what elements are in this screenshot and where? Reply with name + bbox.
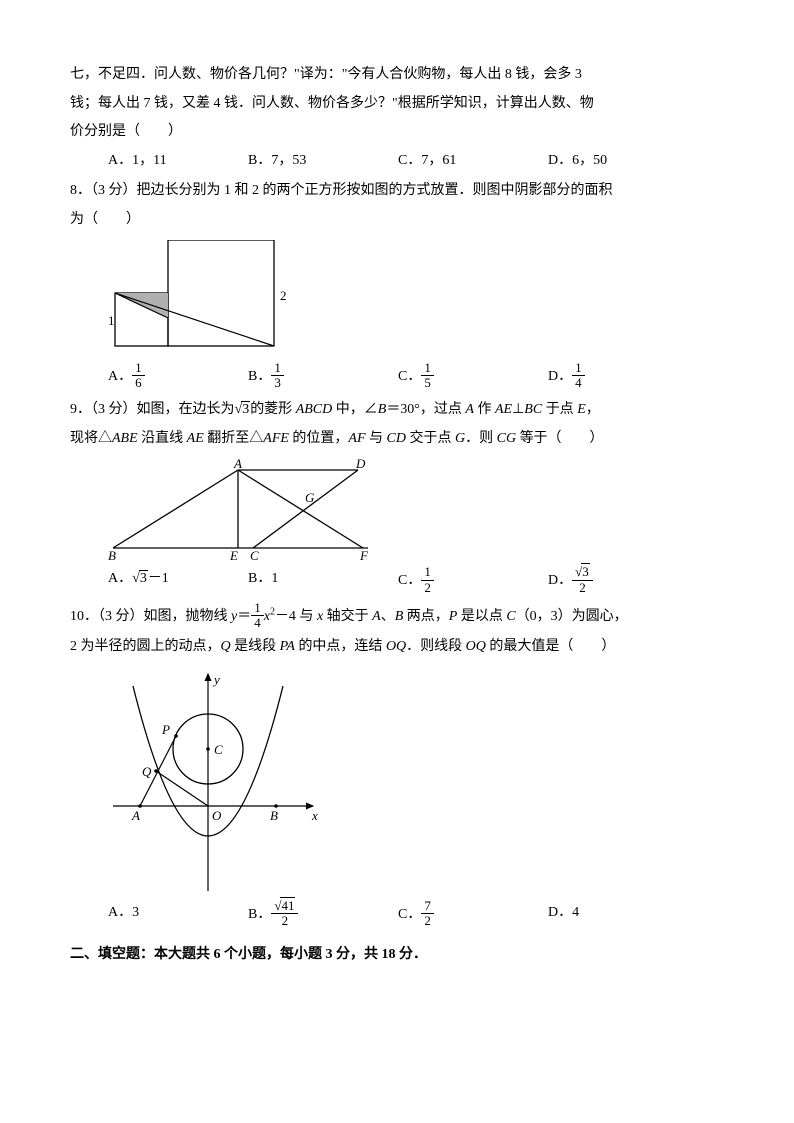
q10-opt-c: C．72 — [398, 900, 548, 930]
q8-line2: 为（ ） — [70, 207, 724, 234]
q10-figure: y x O A B C P Q — [108, 666, 724, 896]
q10-options: A．3 B．412 C．72 D．4 — [108, 900, 724, 930]
q10-opt-b: B．412 — [248, 900, 398, 930]
q8-opt-c: C．15 — [398, 362, 548, 392]
svg-text:B: B — [270, 808, 278, 823]
svg-text:C: C — [250, 548, 259, 562]
q9-opt-a: A．3－1 — [108, 566, 248, 596]
q9-options: A．3－1 B．1 C．12 D．32 — [108, 566, 724, 596]
svg-text:x: x — [311, 808, 318, 823]
svg-text:G: G — [305, 490, 315, 505]
svg-text:B: B — [108, 548, 116, 562]
q10-opt-d: D．4 — [548, 900, 668, 930]
q10-line1: 10．（3 分）如图，抛物线 y＝14x2－4 与 x 轴交于 A、B 两点，P… — [70, 602, 724, 632]
svg-text:1: 1 — [108, 313, 115, 328]
q9-figure: A B C D E F G — [108, 458, 724, 562]
q9-line2: 现将△ABE 沿直线 AE 翻折至△AFE 的位置，AF 与 CD 交于点 G．… — [70, 426, 724, 453]
svg-text:P: P — [161, 722, 170, 737]
q9-opt-b: B．1 — [248, 566, 398, 596]
q7-line2: 钱；每人出 7 钱，又差 4 钱．问人数、物价各多少？"根据所学知识，计算出人数… — [70, 91, 724, 118]
q9-opt-c: C．12 — [398, 566, 548, 596]
q7-opt-d: D．6，50 — [548, 148, 668, 175]
q10-opt-a: A．3 — [108, 900, 248, 930]
q8-options: A．16 B．13 C．15 D．14 — [108, 362, 724, 392]
q7-line1: 七，不足四．问人数、物价各几何？"译为："今有人合伙购物，每人出 8 钱，会多 … — [70, 62, 724, 89]
q9-opt-d: D．32 — [548, 566, 668, 596]
q7-opt-c: C．7，61 — [398, 148, 548, 175]
svg-text:C: C — [214, 742, 223, 757]
q8-opt-d: D．14 — [548, 362, 668, 392]
q8-line1: 8．（3 分）把边长分别为 1 和 2 的两个正方形按如图的方式放置．则图中阴影… — [70, 178, 724, 205]
svg-text:F: F — [359, 548, 369, 562]
q8-opt-b: B．13 — [248, 362, 398, 392]
svg-text:A: A — [131, 808, 140, 823]
svg-text:A: A — [233, 458, 242, 471]
svg-text:2: 2 — [280, 288, 287, 303]
q10-line2: 2 为半径的圆上的动点，Q 是线段 PA 的中点，连结 OQ．则线段 OQ 的最… — [70, 634, 724, 661]
svg-text:D: D — [355, 458, 366, 471]
section-2-title: 二、填空题：本大题共 6 个小题，每小题 3 分，共 18 分． — [70, 942, 724, 969]
q8-opt-a: A．16 — [108, 362, 248, 392]
q8-figure: 1 2 — [108, 240, 724, 358]
q9-line1: 9．（3 分）如图，在边长为3的菱形 ABCD 中，∠B＝30°，过点 A 作 … — [70, 397, 724, 424]
q7-opt-a: A．1，11 — [108, 148, 248, 175]
q7-opt-b: B．7，53 — [248, 148, 398, 175]
svg-text:y: y — [212, 672, 220, 687]
q7-line3: 价分别是（ ） — [70, 119, 724, 146]
svg-text:O: O — [212, 808, 222, 823]
svg-text:E: E — [229, 548, 238, 562]
svg-text:Q: Q — [142, 764, 152, 779]
q7-options: A．1，11 B．7，53 C．7，61 D．6，50 — [108, 148, 724, 175]
